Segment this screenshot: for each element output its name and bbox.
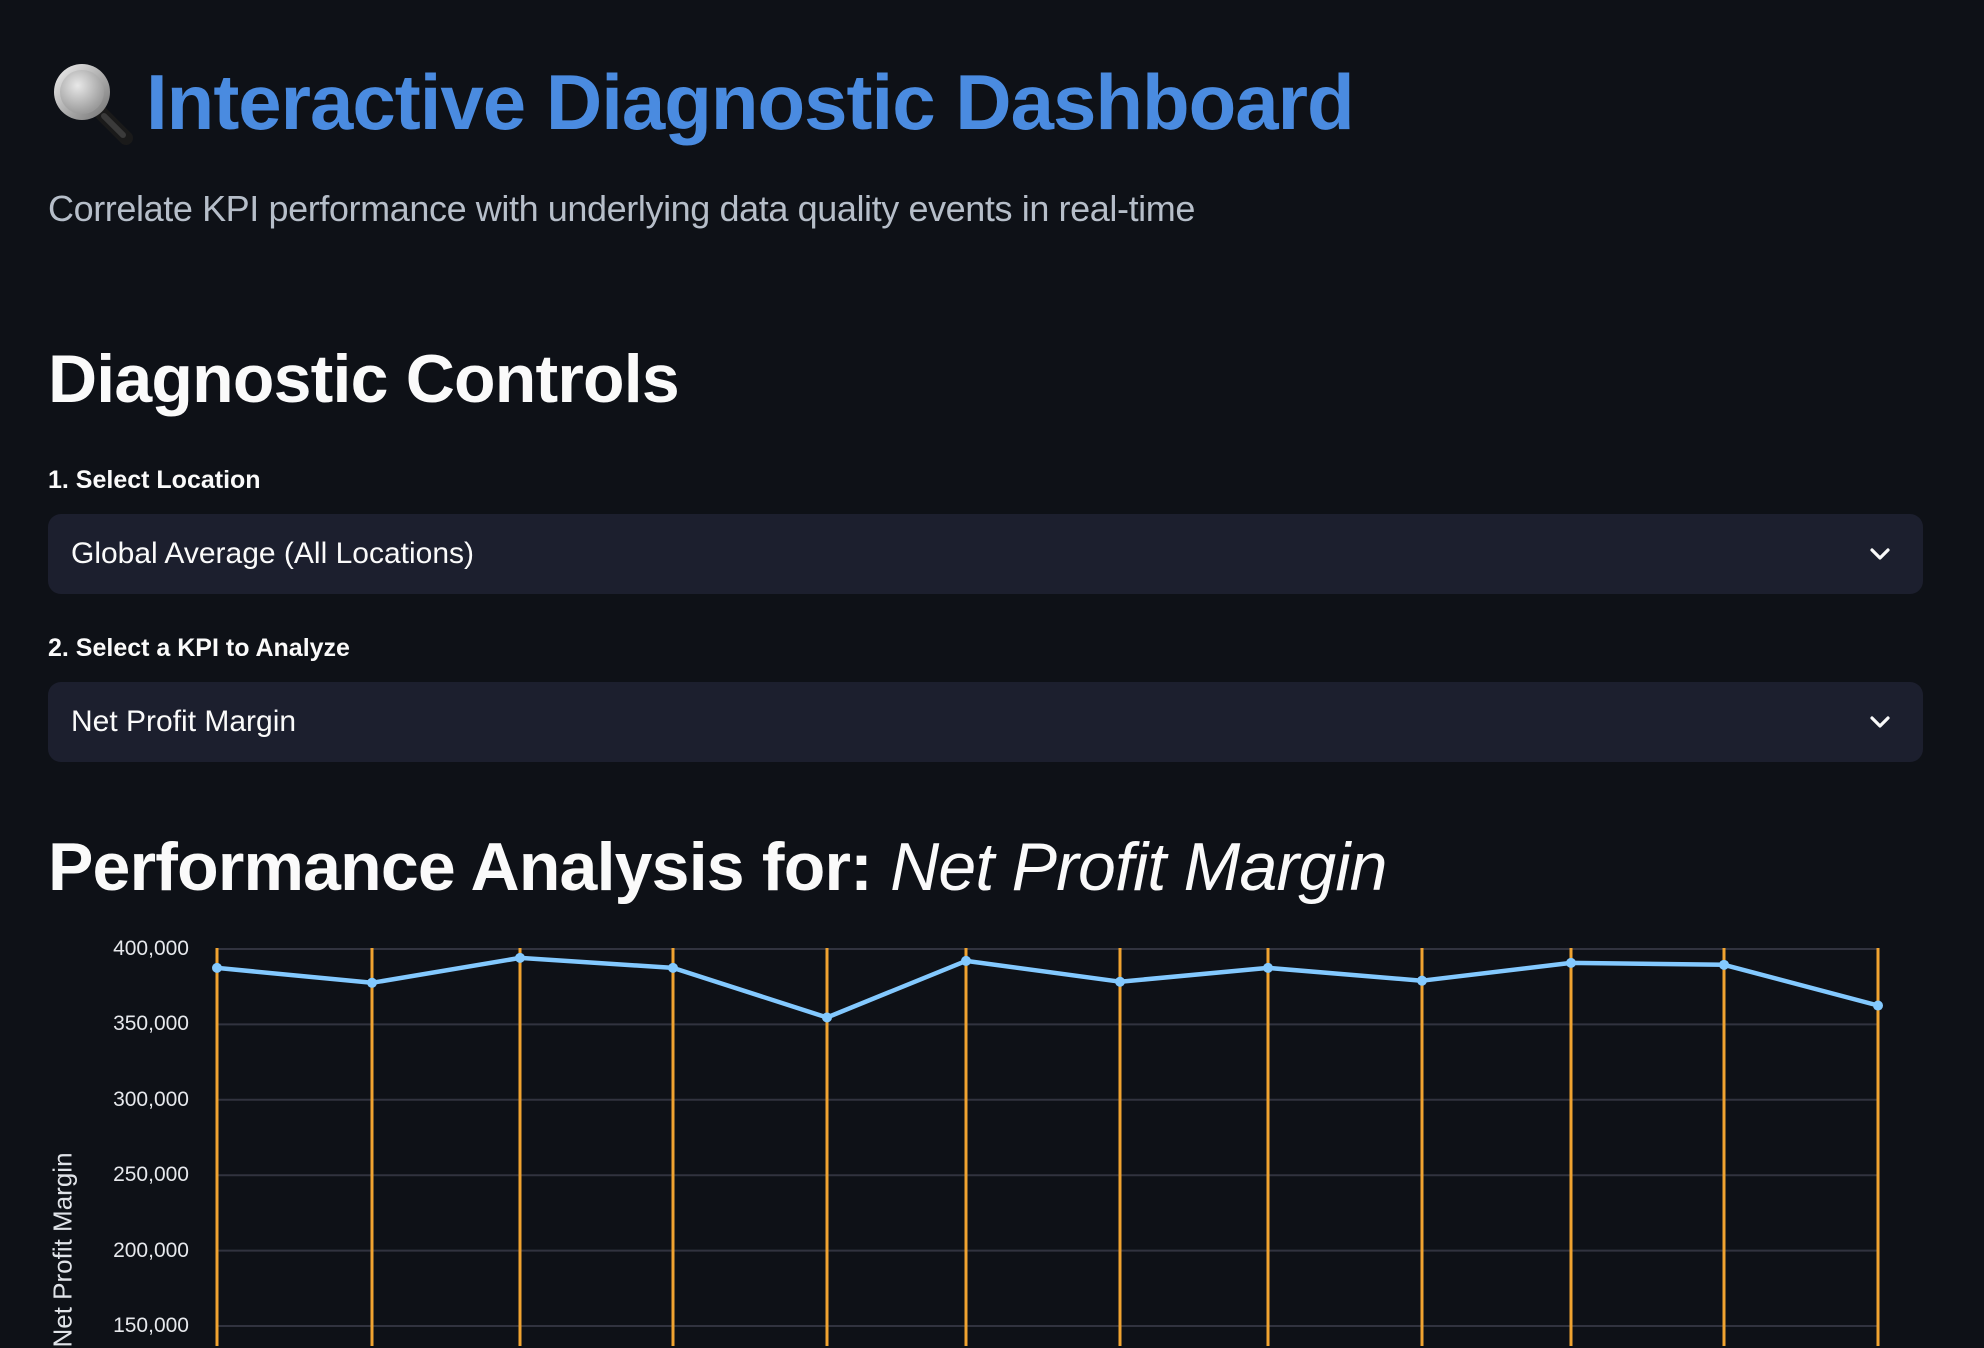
location-select-label: 1. Select Location <box>48 466 261 494</box>
controls-heading: Diagnostic Controls <box>48 341 680 417</box>
y-tick-label: 350,000 <box>113 1012 189 1036</box>
location-select-value: Global Average (All Locations) <box>71 537 475 570</box>
title-text: Interactive Diagnostic Dashboard <box>146 57 1355 146</box>
page-subtitle: Correlate KPI performance with underlyin… <box>48 188 1195 229</box>
data-point[interactable] <box>1566 957 1576 968</box>
data-point[interactable] <box>1719 959 1729 970</box>
data-point[interactable] <box>1263 962 1273 973</box>
analysis-heading-kpi: Net Profit Margin <box>890 829 1387 905</box>
data-point[interactable] <box>212 962 222 973</box>
y-tick-label: 400,000 <box>113 937 189 960</box>
data-point[interactable] <box>668 962 678 973</box>
kpi-select[interactable]: Net Profit Margin <box>48 682 1923 762</box>
chevron-down-icon[interactable] <box>1867 541 1893 567</box>
kpi-series-line[interactable] <box>216 955 1879 1020</box>
data-point[interactable] <box>1873 1000 1883 1011</box>
magnifying-glass-icon <box>46 56 138 148</box>
analysis-heading: Performance Analysis for: Net Profit Mar… <box>48 828 1387 906</box>
data-point[interactable] <box>1115 976 1125 987</box>
y-tick-label: 300,000 <box>113 1087 189 1111</box>
data-point[interactable] <box>1417 975 1427 986</box>
data-point[interactable] <box>961 955 971 966</box>
kpi-select-label: 2. Select a KPI to Analyze <box>48 634 350 662</box>
chevron-down-icon[interactable] <box>1867 709 1893 735</box>
data-point[interactable] <box>367 977 377 988</box>
page-title: Interactive Diagnostic Dashboard <box>46 52 1355 152</box>
y-tick-label: 150,000 <box>113 1314 189 1337</box>
kpi-line-chart[interactable] <box>0 930 1984 1346</box>
data-point[interactable] <box>515 952 525 963</box>
analysis-heading-prefix: Performance Analysis for: <box>48 829 891 905</box>
location-select[interactable]: Global Average (All Locations) <box>48 514 1923 594</box>
y-tick-label: 250,000 <box>113 1163 189 1187</box>
y-tick-label: 200,000 <box>113 1238 189 1262</box>
data-point[interactable] <box>822 1012 832 1023</box>
kpi-select-value: Net Profit Margin <box>71 705 297 738</box>
